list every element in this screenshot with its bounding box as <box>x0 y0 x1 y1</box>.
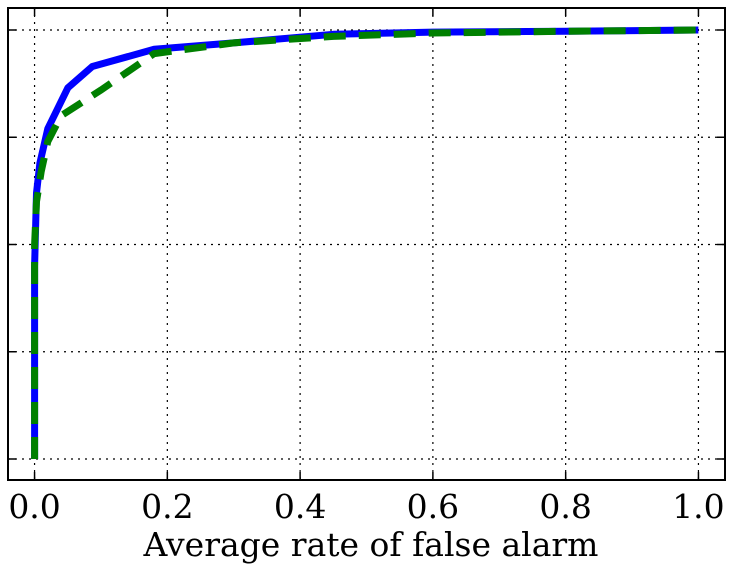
dashed-series-line <box>31 26 699 459</box>
tick-marks <box>8 8 725 480</box>
gridlines <box>8 8 725 480</box>
x-tick-label: 0.2 <box>141 487 193 526</box>
x-tick-label: 0.6 <box>407 487 459 526</box>
x-tick-label: 1.0 <box>672 487 724 526</box>
x-axis-title: Average rate of false alarm <box>143 525 599 564</box>
x-tick-label: 0.4 <box>274 487 326 526</box>
x-tick-label: 0.8 <box>539 487 591 526</box>
x-tick-label: 0.0 <box>8 487 60 526</box>
data-lines <box>31 26 699 459</box>
x-tick-labels: 0.0 0.2 0.4 0.6 0.8 1.0 <box>8 487 724 526</box>
